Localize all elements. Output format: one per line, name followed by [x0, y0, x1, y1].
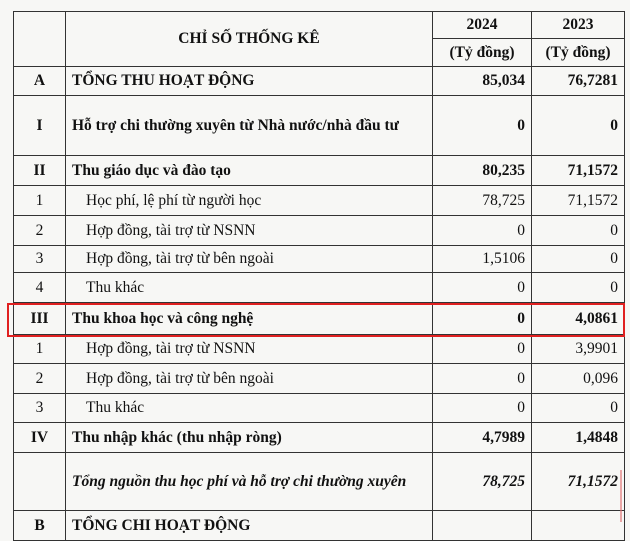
table-row: II Thu giáo dục và đào tạo 80,235 71,1572 [13, 155, 625, 186]
row-label: Học phí, lệ phí từ người học [65, 185, 433, 216]
value-2024: 0 [432, 95, 532, 156]
value-2024: 0 [432, 393, 532, 423]
value-2024: 1,5106 [432, 245, 532, 273]
row-code: IV [13, 422, 66, 453]
row-label: Hợp đồng, tài trợ từ bên ngoài [65, 245, 433, 273]
row-code: 2 [13, 363, 66, 394]
table-row: 3 Hợp đồng, tài trợ từ bên ngoài 1,5106 0 [13, 245, 625, 273]
value-2023: 71,1572 [531, 155, 625, 186]
table-row: B TỔNG CHI HOẠT ĐỘNG [13, 510, 625, 541]
header-title: CHỈ SỐ THỐNG KÊ [65, 11, 433, 67]
value-2024: 0 [432, 272, 532, 303]
value-2024: 0 [432, 215, 532, 246]
value-2023: 76,7281 [531, 66, 625, 96]
row-code: II [13, 155, 66, 186]
value-2023: 0 [531, 95, 625, 156]
row-label: Thu khoa học và công nghệ [65, 302, 433, 335]
stamp-edge [620, 470, 630, 522]
row-label: Tổng nguồn thu học phí và hỗ trợ chi thư… [65, 452, 433, 511]
row-label: Thu nhập khác (thu nhập ròng) [65, 422, 433, 453]
value-2023: 4,0861 [531, 302, 625, 335]
header-year-2023: 2023 [531, 11, 625, 39]
value-2023: 1,4848 [531, 422, 625, 453]
value-2024: 0 [432, 302, 532, 335]
table-row: 4 Thu khác 0 0 [13, 272, 625, 303]
row-code: 3 [13, 393, 66, 423]
value-2024: 78,725 [432, 452, 532, 511]
value-2024: 78,725 [432, 185, 532, 216]
row-label: TỔNG CHI HOẠT ĐỘNG [65, 510, 433, 541]
value-2023: 71,1572 [531, 185, 625, 216]
table-row: A TỔNG THU HOẠT ĐỘNG 85,034 76,7281 [13, 66, 625, 96]
row-label: Thu khác [65, 393, 433, 423]
table-row: 1 Hợp đồng, tài trợ từ NSNN 0 3,9901 [13, 334, 625, 364]
value-2023: 71,1572 [531, 452, 625, 511]
table-row: 2 Hợp đồng, tài trợ từ NSNN 0 0 [13, 215, 625, 246]
table-row: III Thu khoa học và công nghệ 0 4,0861 [13, 302, 625, 335]
row-code: 3 [13, 245, 66, 273]
row-code: I [13, 95, 66, 156]
row-label: Hợp đồng, tài trợ từ bên ngoài [65, 363, 433, 394]
row-code: 1 [13, 334, 66, 364]
table-row: 3 Thu khác 0 0 [13, 393, 625, 423]
row-label: Thu giáo dục và đào tạo [65, 155, 433, 186]
value-2023: 0 [531, 215, 625, 246]
table-row: I Hỗ trợ chi thường xuyên từ Nhà nước/nhà… [13, 95, 625, 156]
value-2023 [531, 510, 625, 541]
row-label: Hợp đồng, tài trợ từ NSNN [65, 334, 433, 364]
value-2024: 80,235 [432, 155, 532, 186]
value-2024: 0 [432, 363, 532, 394]
value-2023: 3,9901 [531, 334, 625, 364]
value-2024: 85,034 [432, 66, 532, 96]
row-label: Hỗ trợ chi thường xuyên từ Nhà nước/nhà … [65, 95, 433, 156]
header-year-2024: 2024 [432, 11, 532, 39]
table-row: 1 Học phí, lệ phí từ người học 78,725 71,15… [13, 185, 625, 216]
row-code: III [13, 302, 66, 335]
value-2023: 0 [531, 245, 625, 273]
row-code: 1 [13, 185, 66, 216]
row-code: 2 [13, 215, 66, 246]
table-row: IV Thu nhập khác (thu nhập ròng) 4,7989 1,4… [13, 422, 625, 453]
value-2023: 0,096 [531, 363, 625, 394]
value-2024: 4,7989 [432, 422, 532, 453]
value-2024: 0 [432, 334, 532, 364]
row-code [13, 452, 66, 511]
table-row: Tổng nguồn thu học phí và hỗ trợ chi thư… [13, 452, 625, 511]
table-row: 2 Hợp đồng, tài trợ từ bên ngoài 0 0,096 [13, 363, 625, 394]
row-label: TỔNG THU HOẠT ĐỘNG [65, 66, 433, 96]
row-label: Thu khác [65, 272, 433, 303]
row-label: Hợp đồng, tài trợ từ NSNN [65, 215, 433, 246]
header-unit-2023: (Tỷ đồng) [531, 38, 625, 67]
row-code: 4 [13, 272, 66, 303]
header-unit-2024: (Tỷ đồng) [432, 38, 532, 67]
statistics-table: CHỈ SỐ THỐNG KÊ 2024 2023 (Tỷ đồng) (Tỷ … [13, 11, 625, 541]
value-2023: 0 [531, 393, 625, 423]
value-2024 [432, 510, 532, 541]
row-code: B [13, 510, 66, 541]
value-2023: 0 [531, 272, 625, 303]
row-code: A [13, 66, 66, 96]
